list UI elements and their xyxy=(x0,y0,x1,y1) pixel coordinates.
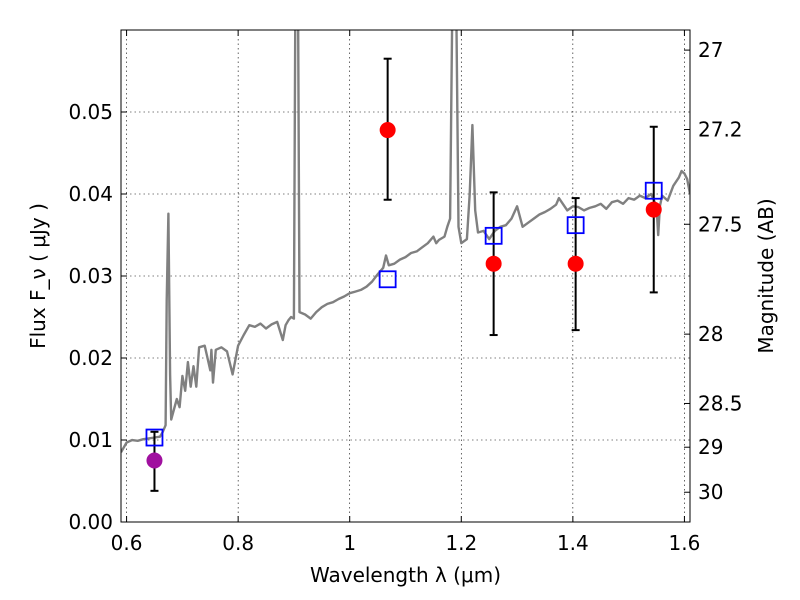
y-tick-label: 0.02 xyxy=(68,346,113,370)
y-axis-title: Flux F_ν ( μJy ) xyxy=(26,203,50,349)
x-tick-label: 0.8 xyxy=(222,531,254,555)
y2-axis-ticks: 27 27.2 27.5 28 28.5 29 30 xyxy=(684,38,743,504)
y-tick-label: 0.05 xyxy=(68,100,113,124)
x-tick-label: 0.6 xyxy=(111,531,143,555)
synthetic-square-marker xyxy=(378,270,397,289)
y2-tick-label: 29 xyxy=(698,435,723,459)
y2-tick-label: 27 xyxy=(698,38,723,62)
grid-lines xyxy=(121,30,690,523)
observed-circle-marker xyxy=(567,255,584,272)
synthetic-square-marker xyxy=(484,226,503,245)
observed-circle-marker xyxy=(645,201,662,218)
x-tick-label: 1.4 xyxy=(557,531,589,555)
x-axis-title: Wavelength λ (μm) xyxy=(310,563,501,587)
observed-circle-marker xyxy=(485,255,502,272)
x-tick-label: 1 xyxy=(343,531,356,555)
y-tick-label: 0.04 xyxy=(68,182,113,206)
synthetic-square-marker xyxy=(145,428,164,447)
y-axis-ticks: 0.00 0.01 0.02 0.03 0.04 0.05 xyxy=(68,100,127,534)
model-spectrum-line xyxy=(121,30,690,453)
synthetic-square-marker xyxy=(566,216,585,235)
x-axis-ticks: 0.6 0.8 1 1.2 1.4 1.6 xyxy=(111,30,701,555)
x-tick-label: 1.2 xyxy=(445,531,477,555)
y2-tick-label: 30 xyxy=(698,480,723,504)
model-spectrum-layer xyxy=(121,30,690,453)
y-tick-label: 0.03 xyxy=(68,264,113,288)
observed-circle-marker xyxy=(146,452,163,469)
y2-tick-label: 27.2 xyxy=(698,117,743,141)
y-tick-label: 0.01 xyxy=(68,428,113,452)
synthetic-photometry-layer xyxy=(145,181,663,447)
y-tick-label: 0.00 xyxy=(68,510,113,534)
y2-tick-label: 28 xyxy=(698,322,723,346)
observed-circle-marker xyxy=(379,122,396,139)
errorbar-layer xyxy=(150,57,658,492)
observed-photometry-layer xyxy=(146,122,662,469)
y2-axis-title: Magnitude (AB) xyxy=(754,198,778,353)
synthetic-square-marker xyxy=(644,181,663,200)
y2-tick-label: 28.5 xyxy=(698,391,743,415)
y2-tick-label: 27.5 xyxy=(698,212,743,236)
x-tick-label: 1.6 xyxy=(669,531,701,555)
